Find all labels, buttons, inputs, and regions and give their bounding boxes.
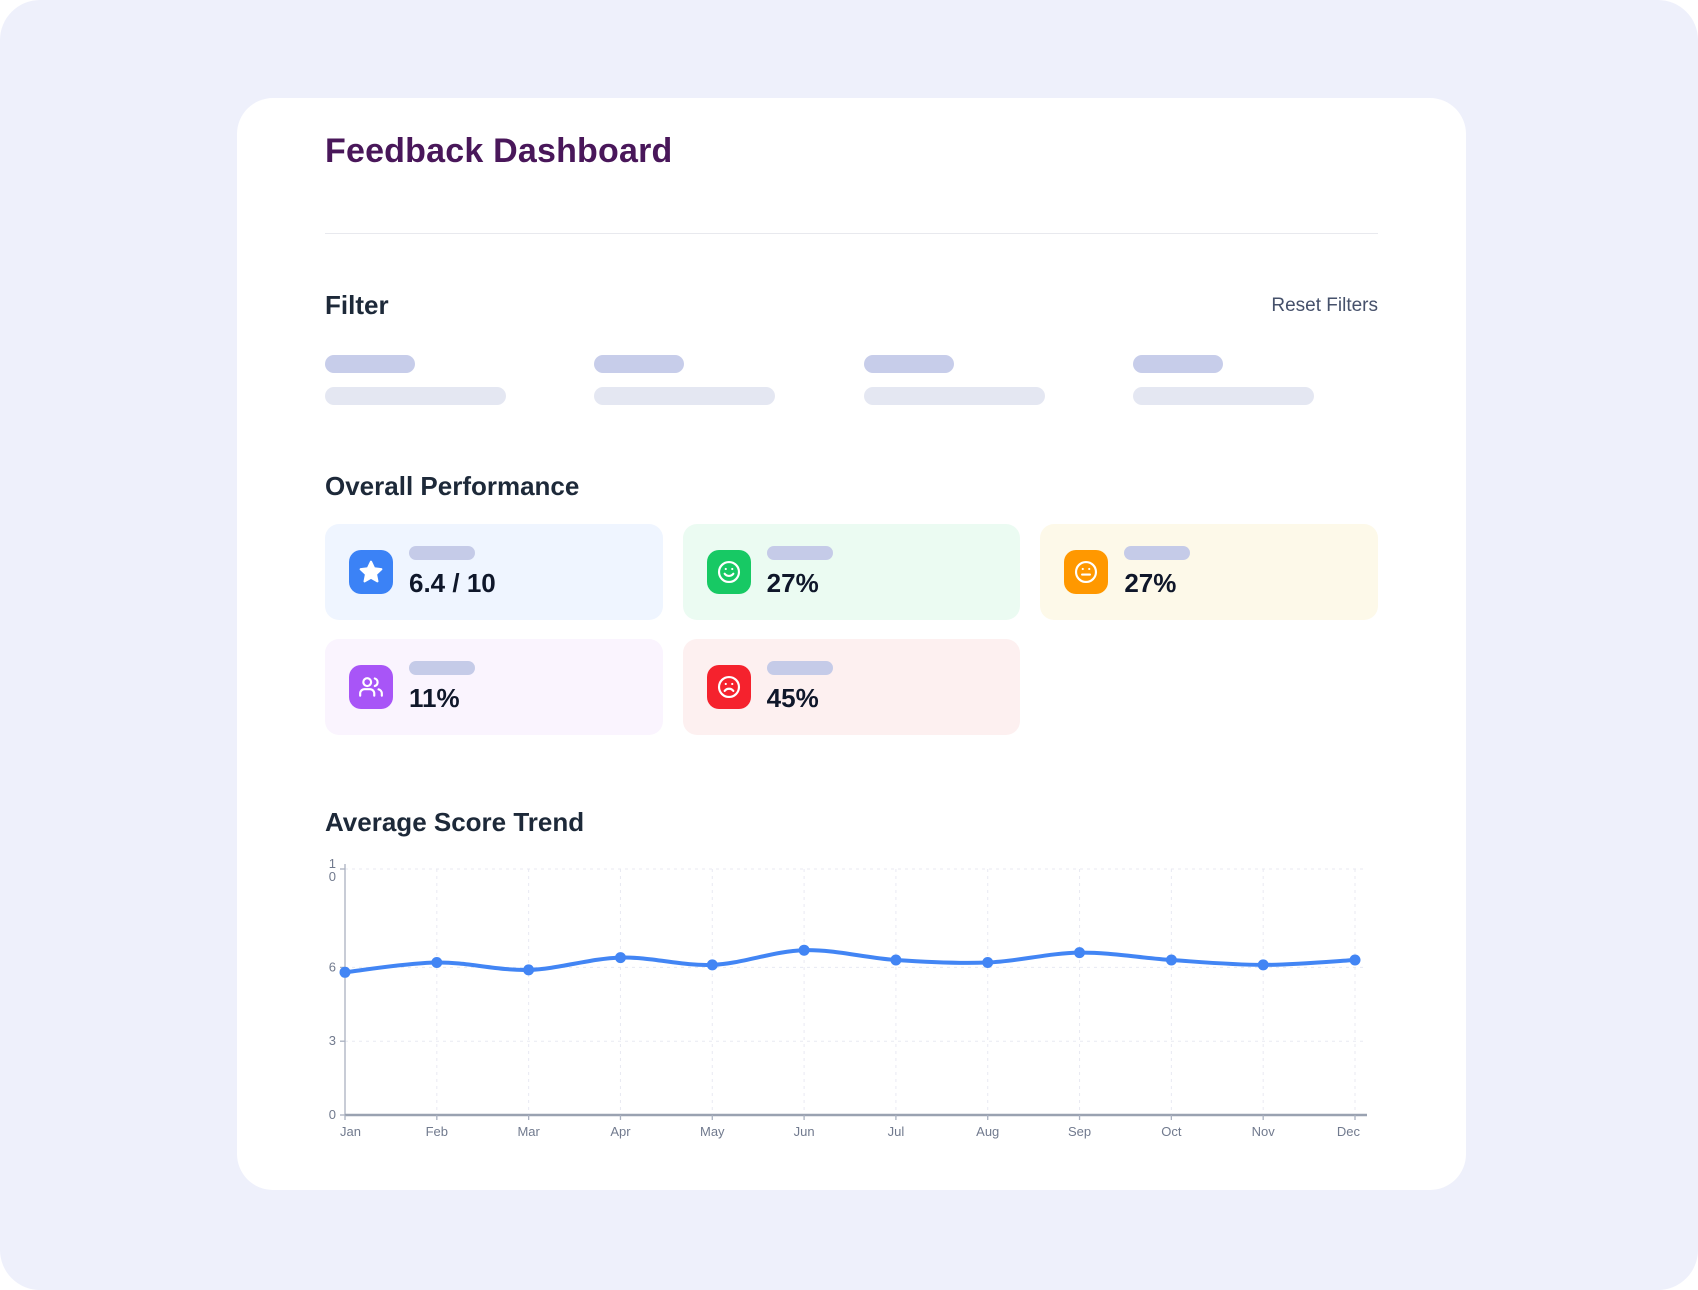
- svg-text:Nov: Nov: [1252, 1124, 1276, 1139]
- svg-text:10: 10: [329, 856, 336, 884]
- svg-text:Jun: Jun: [794, 1124, 815, 1139]
- svg-text:Feb: Feb: [426, 1124, 448, 1139]
- svg-text:May: May: [700, 1124, 725, 1139]
- neutral-face-icon: [1064, 550, 1109, 594]
- stat-card-participants: 11%: [325, 639, 663, 735]
- svg-text:Mar: Mar: [517, 1124, 540, 1139]
- filter-input-skeleton: [1132, 387, 1314, 405]
- filter-label-skeleton: [594, 355, 685, 373]
- stat-value: 11%: [409, 682, 460, 713]
- stat-label-skeleton: [409, 660, 475, 675]
- smile-face-icon: [706, 550, 751, 594]
- svg-text:Sep: Sep: [1068, 1124, 1091, 1139]
- svg-text:Oct: Oct: [1161, 1124, 1182, 1139]
- svg-text:0: 0: [329, 1107, 336, 1122]
- reset-filters-button[interactable]: Reset Filters: [1271, 294, 1378, 316]
- line-chart: 0 3 6 1 0 Jan Feb Mar Apr May Jun Jul Aug Sep Oct Nov De…: [329, 856, 1367, 1139]
- users-icon: [349, 665, 393, 709]
- filter-header: Filter Reset Filters: [325, 290, 1378, 321]
- score-trend-chart: 0 3 6 1 0 Jan Feb Mar Apr May Jun Jul Aug Sep Oct Nov De…: [325, 854, 1378, 1149]
- stat-label-skeleton: [1124, 545, 1191, 560]
- stat-cards-grid: 6.4 / 10 27% 27%: [325, 524, 1378, 735]
- filter-skeleton-column: [594, 355, 839, 405]
- performance-heading: Overall Performance: [325, 471, 580, 501]
- svg-text:3: 3: [329, 1033, 336, 1048]
- stat-value: 27%: [766, 567, 819, 598]
- filter-input-skeleton: [594, 387, 776, 405]
- svg-text:Aug: Aug: [976, 1124, 999, 1139]
- filter-skeleton-grid: [325, 355, 1378, 405]
- stat-value: 27%: [1124, 567, 1177, 598]
- trend-heading: Average Score Trend: [325, 807, 585, 837]
- svg-text:Jan: Jan: [340, 1124, 361, 1139]
- stat-label-skeleton: [766, 545, 833, 560]
- stat-card-average-score: 6.4 / 10: [325, 524, 663, 620]
- stat-value: 6.4 / 10: [409, 567, 496, 598]
- page-title: Feedback Dashboard: [325, 132, 673, 170]
- stat-card-neutral: 27%: [1040, 524, 1378, 620]
- stat-label-skeleton: [766, 660, 833, 675]
- frown-face-icon: [706, 665, 751, 709]
- svg-text:6: 6: [329, 959, 336, 974]
- filter-skeleton-column: [1132, 355, 1378, 405]
- svg-text:Jul: Jul: [888, 1124, 905, 1139]
- stat-label-skeleton: [409, 545, 475, 560]
- filter-input-skeleton: [863, 387, 1045, 405]
- filter-label-skeleton: [325, 355, 415, 373]
- stat-card-positive: 27%: [682, 524, 1021, 620]
- stat-value: 45%: [766, 682, 819, 713]
- filter-label-skeleton: [863, 355, 954, 373]
- dashboard-card: Feedback Dashboard Filter Reset Filters …: [237, 98, 1466, 1190]
- divider: [325, 233, 1378, 234]
- filter-skeleton-column: [863, 355, 1109, 405]
- filter-input-skeleton: [325, 387, 506, 405]
- filter-skeleton-column: [325, 355, 570, 405]
- svg-text:Apr: Apr: [610, 1124, 631, 1139]
- svg-text:Dec: Dec: [1337, 1124, 1361, 1139]
- filter-label-skeleton: [1132, 355, 1223, 373]
- stat-card-negative: 45%: [682, 639, 1021, 735]
- star-icon: [349, 550, 393, 594]
- filter-heading: Filter: [325, 290, 389, 320]
